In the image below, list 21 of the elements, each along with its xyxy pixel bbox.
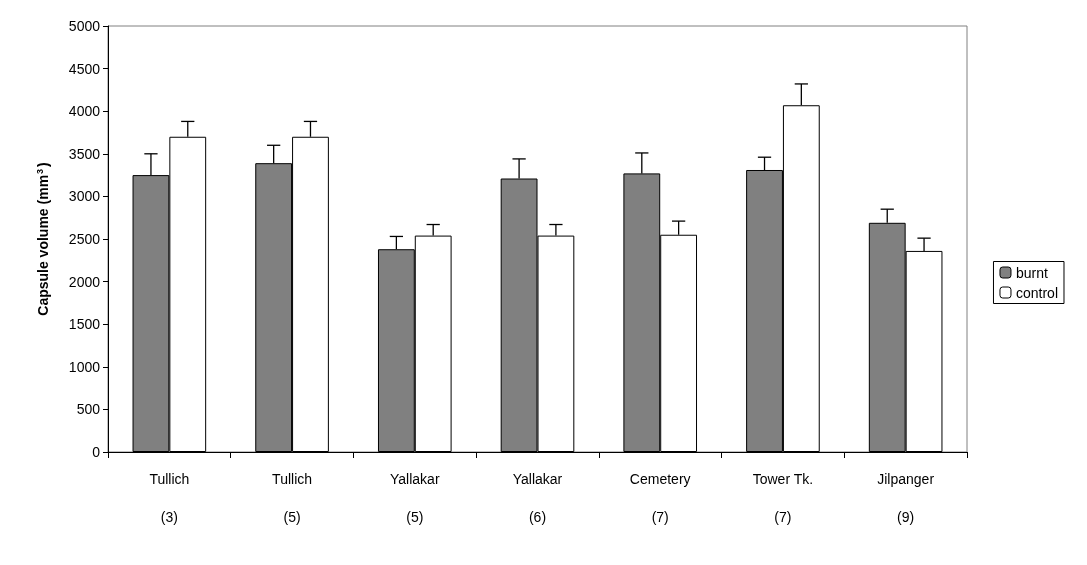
y-tick-label: 500 — [76, 401, 101, 418]
category-label: Cemetery (7) — [629, 471, 691, 525]
y-tick-label: 1500 — [68, 316, 101, 333]
y-tick-label: 2500 — [68, 231, 101, 247]
y-tick-label: 3000 — [68, 188, 101, 205]
y-tick-label: 4000 — [68, 103, 101, 120]
category-label: Tullich (5) — [272, 471, 313, 525]
y-tick-label: 3500 — [68, 145, 101, 162]
y-tick-label: 1000 — [68, 358, 101, 375]
legend-label: burnt — [1015, 264, 1048, 281]
category-label: Yallakar (5) — [390, 471, 440, 525]
y-axis-title: Capsule volume (mm3) — [34, 162, 51, 316]
y-tick-label: 0 — [92, 444, 101, 460]
category-label: Yallakar (6) — [512, 471, 563, 525]
legend-label: control — [1015, 284, 1059, 301]
y-tick-label: 4500 — [68, 60, 101, 77]
category-label: Tower Tk. (7) — [752, 471, 814, 525]
y-tick-label: 5000 — [68, 18, 101, 34]
category-label: Jilpanger (9) — [877, 471, 935, 525]
category-label: Tullich (3) — [149, 471, 190, 525]
y-tick-label: 2000 — [68, 273, 101, 290]
